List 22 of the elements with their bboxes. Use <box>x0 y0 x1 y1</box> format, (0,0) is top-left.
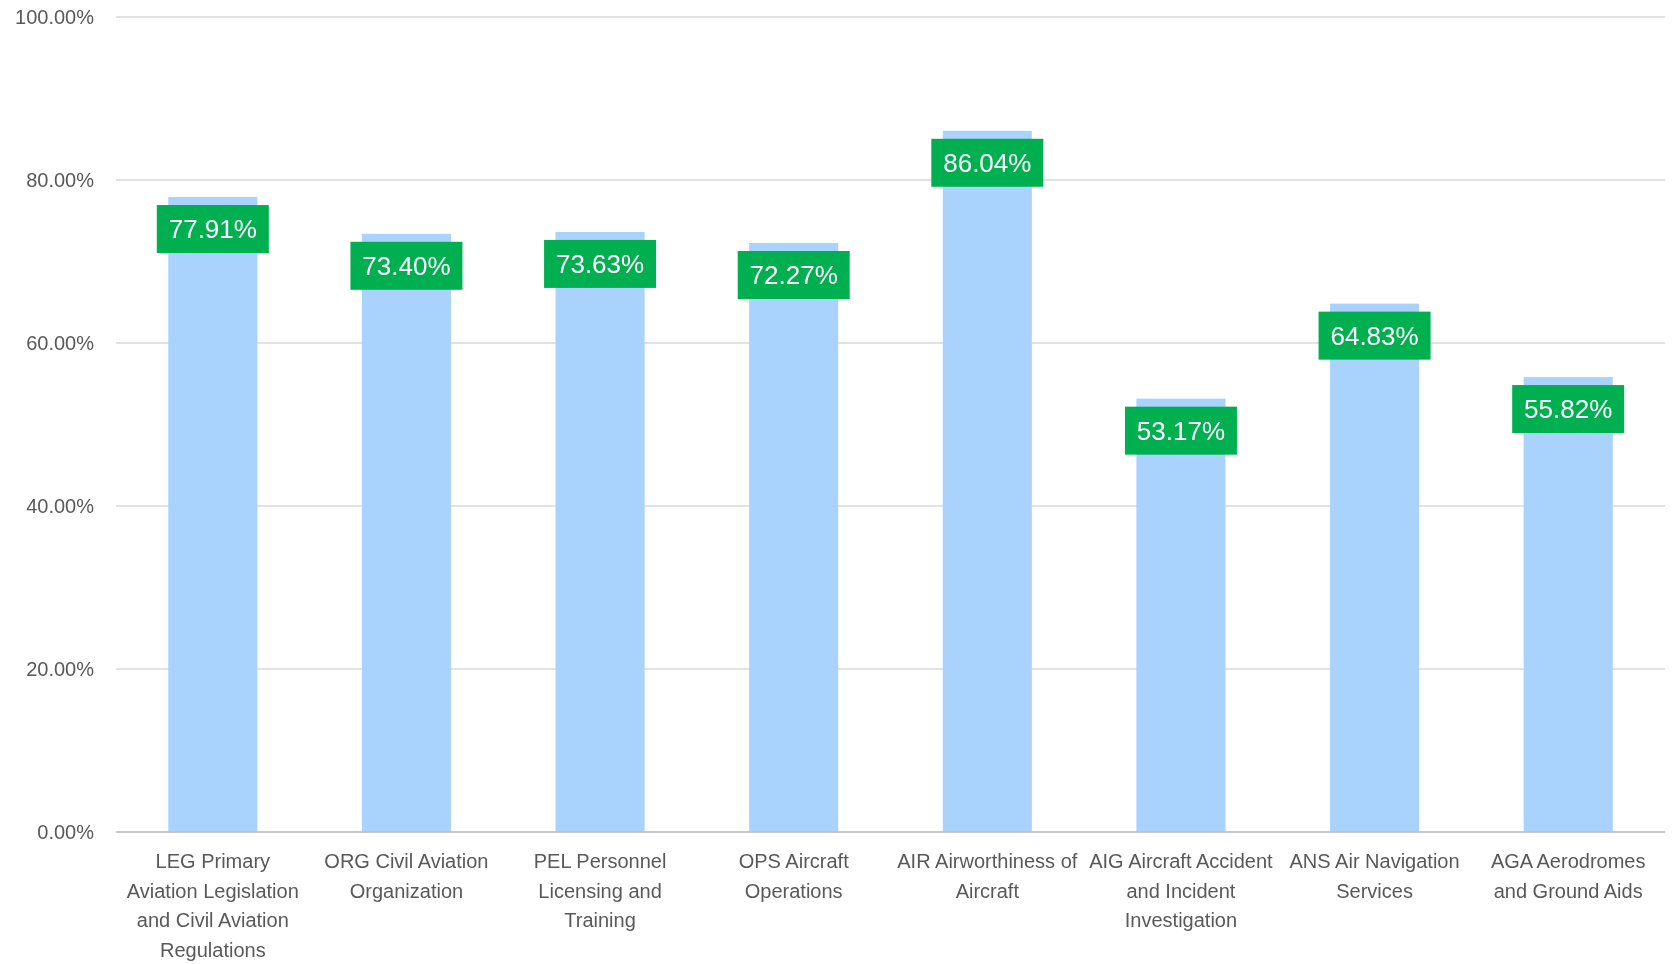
x-tick-label: AIG Aircraft Accident and Incident Investigation <box>1089 850 1274 931</box>
data-label: 55.82% <box>1524 394 1613 425</box>
data-label: 73.40% <box>362 250 451 281</box>
data-label: 64.83% <box>1330 320 1419 351</box>
y-tick-label: 80.00% <box>26 169 95 191</box>
x-tick-label: AIR Airworthiness of Aircraft <box>897 850 1078 902</box>
data-label: 53.17% <box>1136 415 1226 446</box>
y-tick-label: 20.00% <box>26 658 95 680</box>
y-tick-label: 0.00% <box>37 821 95 843</box>
data-label: 86.04% <box>943 147 1032 178</box>
x-tick-label: OPS Aircraft Operations <box>738 850 850 902</box>
data-label: 72.27% <box>749 260 838 290</box>
y-tick-label: 40.00% <box>26 495 95 517</box>
x-tick-label: ORG Civil Aviation Organization <box>324 850 489 902</box>
x-tick-label: ANS Air Navigation Services <box>1289 850 1460 902</box>
x-tick-label: PEL Personnel Licensing and Training <box>533 850 667 931</box>
x-tick-label: LEG Primary Aviation Legislation and Civil Aviation Regulations <box>126 850 299 961</box>
x-tick-label: AGA Aerodromes and Ground Aids <box>1490 850 1646 902</box>
y-tick-label: 100.00% <box>15 6 95 28</box>
data-label: 77.91% <box>168 214 257 245</box>
y-tick-label: 60.00% <box>26 332 95 354</box>
data-label: 73.63% <box>555 248 645 279</box>
